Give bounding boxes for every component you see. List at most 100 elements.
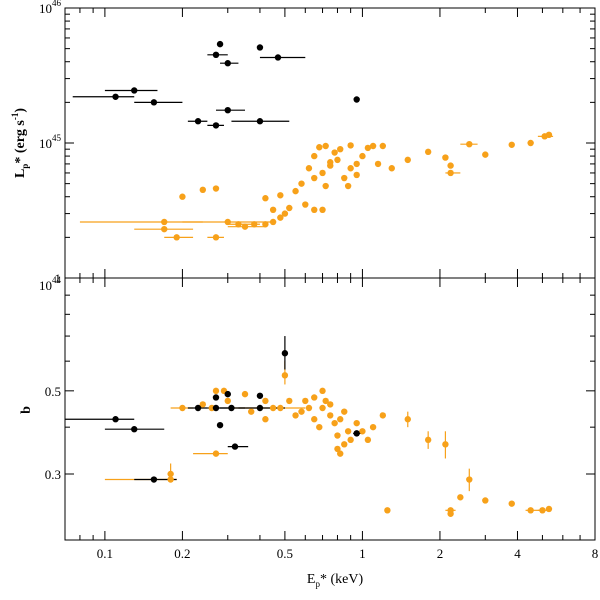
orange-data-point bbox=[241, 390, 249, 398]
orange-data-point bbox=[353, 160, 360, 168]
orange-data-point bbox=[292, 187, 299, 195]
orange-data-point bbox=[173, 234, 180, 241]
x-tick-label: 0.2 bbox=[174, 546, 190, 561]
top-y-axis-label: Lp* (erg s-1) bbox=[10, 108, 30, 178]
orange-data-point bbox=[404, 156, 411, 164]
orange-data-point bbox=[327, 412, 334, 419]
orange-data-point bbox=[341, 441, 348, 448]
orange-data-point bbox=[379, 412, 387, 419]
orange-data-point bbox=[199, 186, 207, 194]
orange-data-point bbox=[281, 372, 289, 379]
x-tick-label: 1 bbox=[359, 546, 366, 561]
orange-data-point bbox=[302, 201, 309, 208]
orange-data-point bbox=[508, 141, 515, 148]
orange-data-point bbox=[212, 450, 220, 457]
black-data-point bbox=[112, 93, 119, 100]
orange-data-point bbox=[311, 206, 318, 214]
y-tick-label: 1046 bbox=[39, 0, 62, 16]
orange-data-point bbox=[251, 221, 258, 228]
orange-data-point bbox=[286, 397, 293, 405]
orange-data-point bbox=[277, 404, 284, 412]
bottom-y-axis-label: b bbox=[19, 406, 34, 414]
orange-data-point bbox=[353, 171, 360, 179]
orange-data-point bbox=[347, 142, 354, 149]
orange-data-point bbox=[331, 419, 338, 427]
orange-data-point bbox=[269, 206, 277, 214]
orange-data-point bbox=[447, 510, 454, 517]
orange-data-point bbox=[337, 416, 344, 423]
orange-data-point bbox=[235, 221, 242, 228]
orange-data-point bbox=[482, 497, 489, 504]
orange-data-point bbox=[359, 152, 366, 160]
orange-data-point bbox=[327, 401, 334, 408]
orange-data-point bbox=[359, 428, 366, 435]
x-tick-label: 2 bbox=[437, 546, 444, 561]
black-data-point bbox=[212, 404, 220, 412]
black-data-point bbox=[353, 430, 360, 437]
orange-data-point bbox=[161, 218, 168, 226]
y-tick-label: 0.5 bbox=[45, 384, 61, 399]
orange-data-point bbox=[404, 416, 411, 423]
top-panel-frame bbox=[64, 7, 596, 279]
orange-data-point bbox=[277, 214, 284, 221]
orange-data-point bbox=[341, 408, 348, 415]
orange-data-point bbox=[545, 505, 553, 513]
orange-data-point bbox=[539, 507, 546, 514]
x-tick-label: 0.5 bbox=[277, 546, 293, 561]
orange-data-point bbox=[167, 476, 174, 483]
black-data-point bbox=[224, 106, 231, 114]
orange-data-point bbox=[369, 142, 377, 150]
black-data-point bbox=[150, 99, 158, 106]
orange-data-point bbox=[353, 419, 360, 427]
orange-data-point bbox=[305, 404, 313, 412]
orange-data-point bbox=[364, 436, 372, 444]
orange-data-point bbox=[298, 408, 305, 415]
black-data-point bbox=[194, 118, 202, 125]
y-tick-label: 0.3 bbox=[45, 467, 61, 482]
black-data-point bbox=[131, 426, 138, 433]
orange-data-point bbox=[457, 494, 464, 501]
orange-data-point bbox=[334, 156, 341, 164]
orange-data-point bbox=[241, 223, 249, 230]
orange-data-point bbox=[545, 131, 553, 139]
orange-data-point bbox=[311, 416, 318, 423]
black-data-point bbox=[212, 394, 220, 401]
orange-data-point bbox=[447, 169, 454, 177]
orange-data-point bbox=[341, 174, 348, 182]
orange-data-point bbox=[179, 193, 186, 200]
orange-data-point bbox=[311, 394, 318, 401]
black-data-point bbox=[131, 87, 138, 94]
black-data-point bbox=[256, 118, 264, 125]
orange-data-point bbox=[179, 404, 186, 412]
orange-data-point bbox=[508, 500, 515, 507]
orange-data-point bbox=[277, 192, 284, 199]
y-tick-label: 1044 bbox=[39, 275, 62, 293]
black-data-point bbox=[224, 390, 231, 398]
black-data-point bbox=[256, 392, 264, 399]
orange-data-point bbox=[527, 507, 534, 514]
orange-data-point bbox=[337, 145, 344, 153]
axes-layer: 1044 1045 1046 0.3 0.5 1 0.1 0.2 0.5 1 2 4 8 bbox=[39, 0, 598, 561]
black-data-point bbox=[194, 404, 202, 412]
orange-data-point bbox=[364, 144, 372, 152]
orange-data-point bbox=[316, 144, 323, 151]
orange-data-point bbox=[262, 195, 269, 202]
orange-data-point bbox=[311, 174, 318, 182]
orange-data-point bbox=[344, 428, 352, 435]
errorbar-layer bbox=[65, 54, 554, 511]
orange-data-point bbox=[319, 169, 326, 177]
black-data-point bbox=[216, 40, 224, 48]
orange-data-point bbox=[337, 450, 344, 457]
orange-data-point bbox=[262, 416, 269, 423]
x-tick-label: 0.1 bbox=[97, 546, 113, 561]
point-layer bbox=[112, 40, 553, 517]
orange-data-point bbox=[424, 436, 432, 444]
orange-data-point bbox=[322, 142, 329, 150]
orange-data-point bbox=[482, 151, 489, 158]
orange-data-point bbox=[224, 397, 231, 405]
orange-data-point bbox=[344, 182, 352, 190]
orange-data-point bbox=[527, 139, 534, 147]
orange-data-point bbox=[374, 160, 382, 168]
orange-data-point bbox=[262, 397, 269, 405]
